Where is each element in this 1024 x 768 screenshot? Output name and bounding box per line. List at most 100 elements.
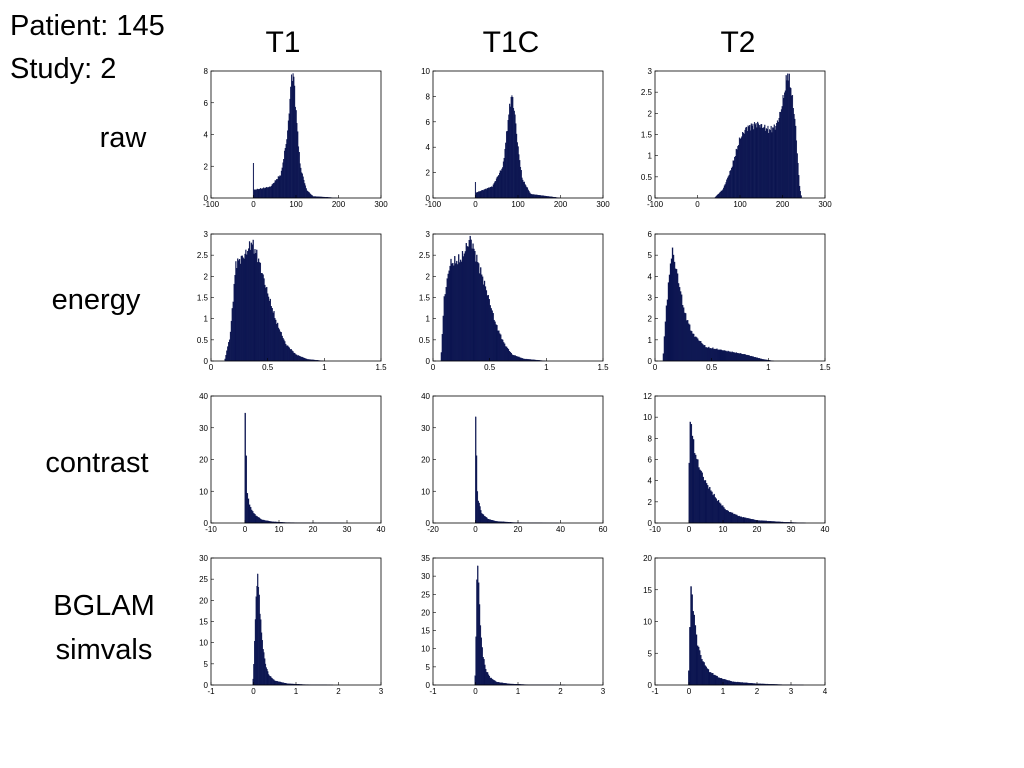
y-tick-label: 0	[648, 194, 653, 203]
histogram-bar	[706, 485, 709, 524]
histogram-bar	[259, 518, 262, 524]
histogram-bar	[702, 344, 704, 362]
x-tick-label: -10	[205, 525, 217, 534]
histogram-bar	[709, 487, 711, 524]
histogram-bar	[673, 261, 676, 362]
histogram-bar	[703, 480, 706, 524]
histogram-bar	[672, 254, 675, 362]
histogram-bar	[712, 347, 714, 362]
y-tick-label: 3	[204, 230, 209, 239]
histogram-bar	[727, 510, 729, 524]
histogram-bar	[746, 354, 748, 362]
histogram-bar	[744, 517, 747, 524]
histogram-bar	[750, 355, 752, 362]
y-tick-label: 0	[648, 519, 653, 528]
x-tick-label: 0.5	[262, 363, 274, 372]
histogram-bar	[728, 511, 731, 524]
histogram-bar	[675, 269, 678, 362]
y-tick-label: 10	[421, 487, 430, 496]
y-tick-label: 8	[426, 92, 431, 101]
x-tick-label: 0	[473, 687, 478, 696]
histogram-bar	[693, 453, 696, 524]
x-tick-label: 30	[343, 525, 352, 534]
row-label-raw: raw	[43, 116, 203, 160]
y-tick-label: 5	[648, 649, 653, 658]
histogram-bar	[702, 661, 704, 686]
histogram-bar	[744, 354, 746, 362]
histogram-bar	[740, 516, 742, 524]
histogram-bar	[717, 677, 719, 686]
row-label-contrast-line: contrast	[45, 447, 149, 479]
histogram-bar	[712, 673, 714, 686]
y-tick-label: 1	[648, 336, 653, 345]
row-label-energy: energy	[16, 278, 176, 322]
row-label-bglam: BGLAM simvals	[24, 584, 184, 672]
histogram-bar	[718, 349, 720, 362]
x-tick-label: 0	[473, 200, 478, 209]
y-tick-label: 5	[426, 663, 431, 672]
y-tick-label: 1	[426, 315, 431, 324]
histogram-bar	[252, 511, 254, 524]
histogram-bar	[726, 351, 728, 362]
histogram-bar	[730, 681, 732, 686]
histogram-bar	[734, 681, 737, 686]
x-tick-label: 200	[554, 200, 568, 209]
histogram-bar	[701, 659, 703, 686]
x-tick-label: -1	[651, 687, 659, 696]
histogram-bar	[244, 412, 246, 524]
x-tick-label: 1.5	[375, 363, 387, 372]
histogram-bar	[698, 467, 700, 524]
histogram-bar	[704, 665, 706, 686]
x-tick-label: -1	[207, 687, 215, 696]
histogram-bar	[705, 666, 707, 686]
histogram-bar	[689, 627, 691, 686]
histogram-bar	[732, 681, 735, 686]
histogram-bar	[750, 519, 752, 524]
histogram-bar	[720, 678, 723, 686]
y-tick-label: 40	[199, 392, 208, 401]
histogram-bar	[695, 634, 698, 686]
x-tick-label: 1	[721, 687, 726, 696]
axes-frame	[210, 395, 382, 524]
histogram-bar	[701, 472, 703, 524]
histogram-bar	[678, 287, 681, 362]
histogram-bar	[710, 348, 712, 362]
histogram-bar	[725, 509, 727, 524]
axes-frame	[654, 557, 826, 686]
histogram-bar	[724, 350, 726, 362]
histogram-bar	[262, 519, 265, 524]
histogram-bar	[746, 518, 748, 524]
histogram-bar	[725, 679, 727, 686]
histogram-bar	[713, 674, 715, 686]
y-tick-label: 35	[421, 554, 430, 563]
y-tick-label: 0	[426, 194, 431, 203]
histogram-bar	[690, 424, 693, 524]
histogram-bar	[700, 655, 702, 686]
histogram-bar	[687, 320, 689, 362]
histogram-bar	[691, 435, 694, 524]
histogram-bar	[725, 350, 727, 362]
histogram-bar	[727, 350, 729, 362]
histogram-bar	[752, 356, 754, 362]
histogram-bar	[669, 263, 672, 362]
histogram-bar	[694, 625, 697, 686]
x-tick-label: 10	[275, 525, 284, 534]
histogram-bar	[700, 470, 702, 524]
histogram-bar	[703, 345, 705, 362]
histogram-bar	[696, 337, 698, 362]
histogram-bar	[681, 305, 684, 362]
y-tick-label: 0.5	[641, 173, 653, 182]
histogram-bar	[691, 331, 693, 362]
histogram-bar	[726, 680, 728, 686]
histogram-energy-t1: 0 0.5 1 1.5 0 0.5 1 1.5 2 2.5 3	[197, 230, 387, 372]
histogram-bar	[246, 493, 249, 524]
histogram-bar	[741, 353, 743, 362]
histogram-bar	[723, 507, 725, 524]
histogram-bar	[733, 681, 736, 686]
histogram-bar	[677, 283, 680, 362]
histogram-bar	[698, 340, 700, 362]
histogram-bar	[754, 357, 756, 362]
